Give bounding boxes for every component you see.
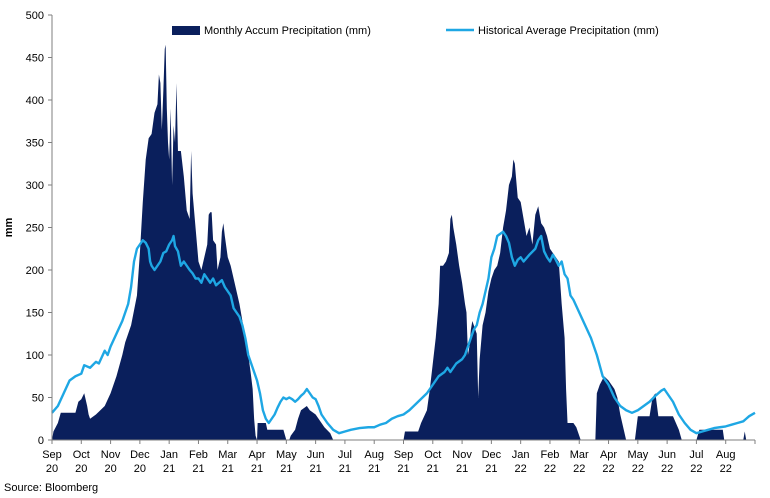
x-tick-label-year: 21 bbox=[251, 463, 263, 475]
x-tick-label-year: 22 bbox=[720, 463, 732, 475]
x-tick-label-month: Feb bbox=[540, 449, 559, 461]
legend-label-monthly-accum: Monthly Accum Precipitation (mm) bbox=[204, 25, 371, 37]
series-layer bbox=[51, 44, 756, 440]
x-tick-label-year: 22 bbox=[544, 463, 556, 475]
x-tick-label-month: Nov bbox=[452, 449, 472, 461]
x-tick-label-month: Jun bbox=[658, 449, 676, 461]
axes: 0 50 100 150 200 250 300 350 400 450 500 Sep 20 Oct 2… bbox=[26, 10, 756, 475]
x-tick-label-year: 22 bbox=[661, 463, 673, 475]
x-tick-label-month: Jan bbox=[512, 449, 530, 461]
x-tick-label-year: 22 bbox=[573, 463, 585, 475]
y-tick-label: 250 bbox=[26, 223, 44, 235]
x-tick-label-year: 22 bbox=[602, 463, 614, 475]
x-tick-label-year: 21 bbox=[280, 463, 292, 475]
y-tick-label: 500 bbox=[26, 10, 44, 22]
x-tick-label-year: 22 bbox=[515, 463, 527, 475]
x-tick-label-year: 20 bbox=[134, 463, 146, 475]
x-tick-label-year: 22 bbox=[632, 463, 644, 475]
legend: Monthly Accum Precipitation (mm) Histori… bbox=[172, 25, 659, 37]
x-tick-label-month: Jul bbox=[338, 449, 352, 461]
y-tick-label: 200 bbox=[26, 265, 44, 277]
x-tick-label-month: Jan bbox=[160, 449, 178, 461]
x-tick-label-year: 21 bbox=[310, 463, 322, 475]
x-tick-label-year: 22 bbox=[690, 463, 702, 475]
legend-swatch-monthly-accum bbox=[172, 26, 200, 35]
x-ticks: Sep 20 Oct 20 Nov 20 Dec 20 Jan 21 Feb 21 Mar 21 Apr 21… bbox=[42, 440, 756, 475]
x-tick-label-year: 21 bbox=[339, 463, 351, 475]
x-tick-label-year: 20 bbox=[104, 463, 116, 475]
x-tick-label-month: Oct bbox=[73, 449, 90, 461]
x-tick-label-year: 21 bbox=[192, 463, 204, 475]
y-ticks: 0 50 100 150 200 250 300 350 400 450 500 bbox=[26, 10, 52, 447]
x-tick-label-year: 21 bbox=[456, 463, 468, 475]
x-tick-label-month: Feb bbox=[189, 449, 208, 461]
x-tick-label-month: Mar bbox=[570, 449, 589, 461]
y-tick-label: 350 bbox=[26, 138, 44, 150]
x-tick-label-year: 21 bbox=[397, 463, 409, 475]
x-tick-label-month: May bbox=[627, 449, 648, 461]
x-tick-label-year: 20 bbox=[46, 463, 58, 475]
series-line-historical-average bbox=[51, 230, 756, 435]
x-tick-label-year: 20 bbox=[75, 463, 87, 475]
x-tick-label-year: 21 bbox=[368, 463, 380, 475]
y-axis-label: mm bbox=[3, 218, 15, 238]
x-tick-label-month: Mar bbox=[218, 449, 237, 461]
y-tick-label: 50 bbox=[32, 393, 44, 405]
x-tick-label-month: Dec bbox=[482, 449, 502, 461]
x-tick-label-month: Dec bbox=[130, 449, 150, 461]
y-tick-label: 450 bbox=[26, 53, 44, 65]
x-tick-label-month: Jun bbox=[307, 449, 325, 461]
y-tick-label: 0 bbox=[38, 435, 44, 447]
x-tick-label-year: 21 bbox=[222, 463, 234, 475]
source-note: Source: Bloomberg bbox=[4, 482, 98, 494]
y-tick-label: 100 bbox=[26, 350, 44, 362]
x-tick-label-month: Sep bbox=[42, 449, 62, 461]
x-tick-label-year: 21 bbox=[427, 463, 439, 475]
x-tick-label-month: Nov bbox=[101, 449, 121, 461]
x-tick-label-month: Apr bbox=[248, 449, 265, 461]
x-tick-label-year: 21 bbox=[485, 463, 497, 475]
y-tick-label: 400 bbox=[26, 95, 44, 107]
y-tick-label: 300 bbox=[26, 180, 44, 192]
y-tick-label: 150 bbox=[26, 308, 44, 320]
series-area-monthly-accum bbox=[52, 44, 755, 440]
legend-label-historical-average: Historical Average Precipitation (mm) bbox=[478, 25, 659, 37]
x-tick-label-year: 21 bbox=[163, 463, 175, 475]
x-tick-label-month: Aug bbox=[716, 449, 736, 461]
x-tick-label-month: Apr bbox=[600, 449, 617, 461]
x-tick-label-month: Jul bbox=[689, 449, 703, 461]
x-tick-label-month: Oct bbox=[424, 449, 441, 461]
x-tick-label-month: Sep bbox=[394, 449, 414, 461]
x-tick-label-month: May bbox=[276, 449, 297, 461]
x-tick-label-month: Aug bbox=[364, 449, 384, 461]
